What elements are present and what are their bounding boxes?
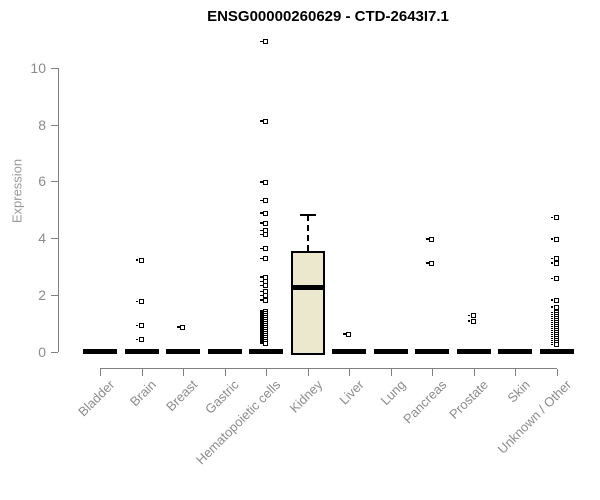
x-axis-tick [432, 369, 433, 376]
whisker-line [306, 215, 309, 251]
outlier-point [260, 232, 268, 238]
x-axis-tick [473, 369, 475, 376]
outlier-point [550, 236, 559, 242]
x-category-label: Bladder [75, 377, 118, 420]
collapsed-box [456, 349, 491, 355]
outlier-point [550, 342, 559, 348]
outlier-point [260, 210, 268, 216]
outlier-point [260, 198, 268, 204]
outlier-point [260, 340, 268, 346]
outlier-point [550, 215, 559, 221]
outlier-point [426, 260, 434, 266]
x-axis-tick [224, 369, 226, 376]
outlier-point [550, 304, 559, 310]
x-axis-tick [515, 369, 516, 376]
collapsed-box [83, 349, 117, 355]
x-category-label: Brain [127, 377, 160, 410]
outlier-point [260, 256, 268, 262]
outlier-point [550, 297, 559, 303]
collapsed-box [124, 349, 159, 355]
outlier-point [260, 220, 268, 226]
whisker-cap [299, 214, 316, 217]
y-axis-title: Expression [9, 158, 25, 224]
collapsed-box [332, 349, 366, 355]
x-axis-tick [390, 369, 392, 376]
collapsed-box [498, 349, 532, 355]
outlier-point [260, 39, 268, 45]
outlier-point [550, 276, 559, 282]
outlier-point [550, 260, 559, 266]
outlier-point [343, 331, 351, 337]
x-category-label: Prostate [446, 377, 492, 422]
y-tick-label: 4 [38, 230, 46, 247]
collapsed-box [249, 349, 283, 355]
y-tick-label: 2 [38, 286, 46, 303]
y-axis-tick [51, 181, 58, 183]
x-axis-tick [183, 369, 184, 376]
y-axis-tick [51, 67, 58, 69]
x-category-label: Unknown / Other [494, 377, 575, 457]
outlier-point [260, 179, 268, 185]
x-axis-tick [100, 369, 101, 376]
outlier-point [177, 324, 185, 330]
outlier-point [467, 318, 476, 324]
x-category-label: Kidney [286, 377, 326, 416]
chart-title: ENSG00000260629 - CTD-2643I7.1 [207, 8, 449, 25]
outlier-point [135, 299, 144, 304]
x-category-label: Breast [163, 377, 201, 415]
y-tick-label: 0 [38, 343, 46, 360]
y-tick-label: 8 [38, 116, 46, 133]
x-category-label: Gastric [202, 377, 243, 417]
x-category-label: Liver [336, 377, 367, 408]
y-axis-tick [51, 124, 58, 126]
x-axis-tick [556, 369, 558, 376]
median-line [290, 285, 325, 291]
collapsed-box [415, 349, 449, 355]
outlier-point [135, 337, 144, 343]
collapsed-box [207, 349, 242, 355]
x-axis-tick [307, 369, 309, 376]
x-axis-tick [141, 369, 143, 376]
box-iqr [290, 250, 325, 355]
x-category-label: Lung [377, 377, 409, 409]
y-axis-line [58, 67, 59, 352]
outlier-point [260, 246, 268, 252]
outlier-point [426, 236, 434, 242]
collapsed-box [166, 349, 200, 355]
outlier-point [135, 257, 144, 263]
outlier-point [260, 283, 268, 289]
y-tick-label: 6 [38, 173, 46, 190]
outlier-point [260, 118, 268, 124]
y-axis-tick [51, 238, 58, 240]
outlier-point [260, 297, 268, 303]
collapsed-box [373, 349, 408, 355]
collapsed-box [539, 349, 574, 355]
y-axis-tick [51, 351, 58, 353]
x-axis-line [100, 368, 557, 369]
outlier-point [467, 313, 476, 319]
x-category-label: Skin [504, 377, 533, 406]
outlier-point [135, 323, 144, 329]
y-tick-label: 10 [30, 59, 46, 76]
x-axis-tick [349, 369, 350, 376]
x-category-label: Pancreas [400, 377, 450, 427]
x-axis-tick [266, 369, 267, 376]
y-axis-tick [51, 294, 58, 296]
